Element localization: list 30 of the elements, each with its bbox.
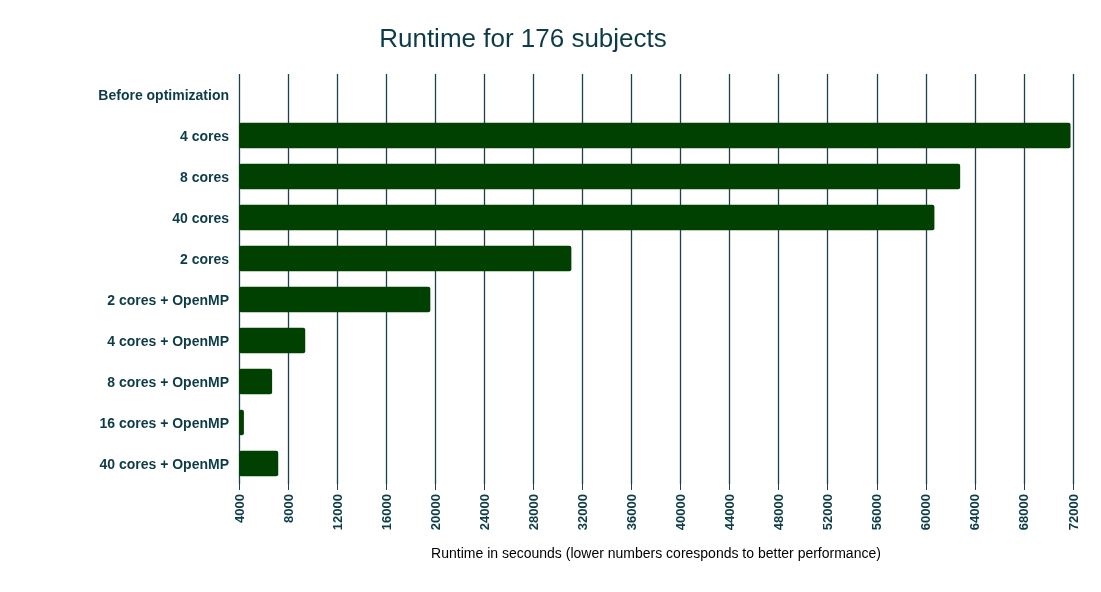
x-tick-label: 52000 [820, 494, 836, 531]
y-tick-label: 40 cores + OpenMP [99, 455, 229, 472]
y-tick-label: 8 cores [179, 168, 230, 185]
chart-title: Runtime for 176 subjects [379, 23, 667, 53]
x-tick-label: 48000 [771, 494, 787, 531]
x-tick-label: 16000 [378, 494, 394, 531]
x-tick-label: 44000 [722, 494, 738, 531]
y-tick-label: Before optimization [98, 86, 229, 103]
y-tick-label: 4 cores [179, 127, 230, 144]
y-tick-label: 2 cores + OpenMP [107, 291, 229, 308]
y-tick-label: 2 cores [179, 250, 230, 267]
x-tick-label: 20000 [427, 494, 443, 531]
x-tick-label: 24000 [476, 494, 492, 531]
x-tick-label: 12000 [329, 494, 345, 531]
y-tick-label: 4 cores + OpenMP [107, 332, 229, 349]
y-tick-label: 8 cores + OpenMP [107, 373, 229, 390]
x-tick-label: 68000 [1016, 494, 1032, 531]
x-tick-label: 72000 [1065, 494, 1081, 531]
x-tick-label: 40000 [673, 494, 689, 531]
x-axis-title: Runtime in secounds (lower numbers coresponds to better performance) [431, 545, 881, 561]
x-tick-label: 8000 [280, 494, 296, 523]
y-tick-label: 40 cores [172, 209, 230, 226]
x-tick-label: 28000 [525, 494, 541, 531]
x-tick-label: 32000 [574, 494, 590, 531]
x-tick-label: 36000 [623, 494, 639, 531]
x-tick-label: 64000 [967, 494, 983, 531]
x-tick-label: 4000 [231, 494, 247, 523]
x-tick-label: 56000 [869, 494, 885, 531]
y-tick-label: 16 cores + OpenMP [99, 414, 229, 431]
x-tick-label: 60000 [918, 494, 934, 531]
